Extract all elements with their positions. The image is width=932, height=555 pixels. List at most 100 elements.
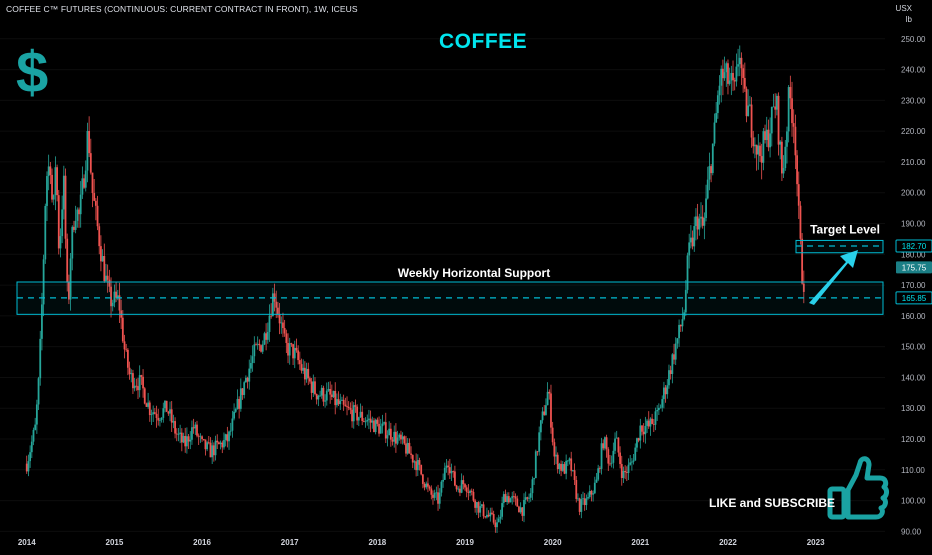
candle-body (563, 464, 566, 474)
candlestick-series (25, 45, 805, 533)
candle-body (39, 338, 42, 379)
candle-body (711, 143, 714, 174)
x-tick-label: 2023 (807, 538, 825, 547)
candle-body (381, 423, 384, 427)
candle-body (103, 256, 106, 282)
candle-body (277, 307, 279, 314)
candle-body (79, 194, 82, 215)
candle-body (359, 411, 362, 418)
candle-body (231, 418, 234, 431)
candle-body (475, 502, 478, 508)
candle-body (67, 282, 70, 300)
candle-body (632, 460, 635, 462)
candle-body (620, 464, 623, 478)
candle-body (482, 504, 485, 517)
candle-body (320, 387, 323, 396)
candle-body (221, 442, 224, 448)
candle-body (224, 434, 227, 440)
candle-body (735, 66, 738, 82)
candle-body (432, 494, 434, 498)
candle-body (644, 425, 647, 435)
candle-body (74, 220, 77, 230)
candle-body (427, 483, 429, 487)
candle-body (507, 496, 510, 503)
candle-body (411, 454, 414, 463)
candle-body (364, 421, 367, 423)
candle-body (330, 394, 333, 397)
candle-body (223, 439, 225, 448)
candle-body (590, 490, 593, 495)
candle-body (716, 95, 719, 114)
candle-body (368, 418, 370, 420)
candle-body (126, 349, 129, 368)
candle-body (438, 492, 441, 504)
candle-body (334, 390, 337, 406)
candle-body (524, 497, 527, 500)
target-label: Target Level (810, 222, 880, 236)
candle-body (459, 488, 461, 493)
candle-body (465, 487, 468, 492)
candle-body (143, 388, 146, 404)
y-tick-label: 150.00 (901, 343, 926, 352)
candle-body (142, 376, 144, 389)
candle-body (545, 405, 547, 415)
candle-body (123, 341, 126, 350)
candle-body (238, 398, 241, 409)
candle-body (496, 522, 498, 528)
candle-body (720, 68, 723, 86)
candle-body (555, 454, 557, 457)
candle-body (722, 68, 724, 79)
y-tick-label: 170.00 (901, 281, 926, 290)
candle-body (406, 442, 409, 454)
candle-body (88, 131, 91, 154)
candle-body (317, 395, 320, 400)
candle-body (148, 402, 151, 416)
candle-body (636, 438, 638, 448)
candle-body (226, 434, 229, 442)
candle-body (152, 412, 155, 415)
candle-body (207, 442, 210, 444)
candle-body (25, 463, 28, 472)
candle-body (723, 72, 726, 79)
candle-body (191, 427, 193, 440)
candle-body (46, 176, 48, 206)
candle-body (641, 425, 643, 432)
candle-body (206, 442, 209, 450)
candle-body (167, 411, 170, 414)
candle-body (59, 236, 62, 249)
candle-body (376, 419, 379, 424)
candle-body (132, 373, 134, 389)
candle-body (251, 356, 254, 364)
candle-body (283, 328, 286, 334)
candle-body (754, 144, 756, 147)
candle-body (293, 347, 296, 359)
candle-body (607, 449, 610, 464)
candle-body (656, 410, 659, 412)
candle-body (185, 436, 188, 447)
candle-body (543, 411, 546, 415)
candle-body (425, 483, 428, 488)
candle-body (351, 409, 353, 422)
candle-body (246, 377, 249, 382)
candle-body (452, 470, 455, 472)
candle-body (676, 338, 679, 344)
candle-body (204, 439, 207, 450)
y-tick-label: 130.00 (901, 404, 926, 413)
y-axis: 90.00 100.00 110.00 120.00 130.00 140.00 150.0… (901, 35, 926, 537)
candle-body (575, 479, 578, 499)
candle-body (298, 360, 301, 365)
candle-body (329, 388, 332, 395)
candle-body (64, 175, 67, 239)
candle-body (769, 133, 772, 148)
candle-body (255, 344, 257, 346)
candle-body (786, 131, 788, 147)
candle-body (346, 406, 348, 408)
candle-body (661, 399, 664, 408)
candle-body (415, 461, 418, 471)
candle-body (651, 418, 654, 424)
candle-body (573, 470, 576, 480)
unit-label: lb (905, 15, 912, 24)
candle-body (327, 388, 330, 391)
candle-body (433, 492, 436, 498)
candle-body (155, 413, 158, 418)
